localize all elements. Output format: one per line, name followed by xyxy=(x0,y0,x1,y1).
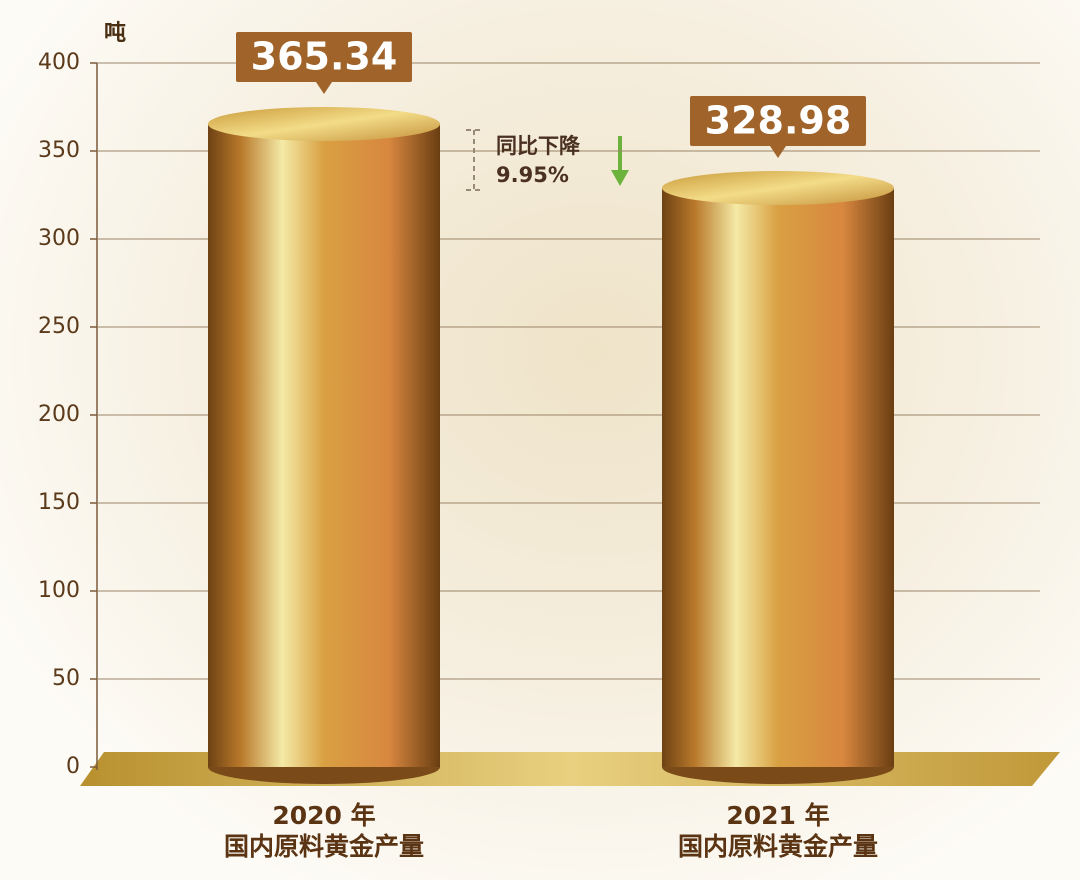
value-label-pointer xyxy=(770,145,786,158)
y-tick-label: 250 xyxy=(38,314,80,339)
y-tick-label: 150 xyxy=(38,490,80,515)
value-label-pointer xyxy=(316,82,332,95)
value-label-box xyxy=(236,32,412,83)
y-tick-label: 50 xyxy=(52,666,80,691)
y-tick-label: 300 xyxy=(38,226,80,251)
annotation: 同比下降 9.95% xyxy=(496,134,580,187)
cylinder-top xyxy=(662,170,894,205)
bar xyxy=(208,124,440,768)
value-label: 328.98 xyxy=(705,98,852,142)
y-tick-label: 200 xyxy=(38,402,80,427)
y-tick-label: 350 xyxy=(38,138,80,163)
y-axis-label: 吨 xyxy=(104,21,126,46)
y-tick-label: 400 xyxy=(38,50,80,75)
x-tick-label: 2021 年 国内原料黄金产量 xyxy=(677,801,878,861)
bar xyxy=(662,187,894,768)
value-label-box xyxy=(690,95,866,146)
cylinder-top xyxy=(208,107,440,142)
value-label: 365.34 xyxy=(251,35,398,79)
arrow xyxy=(611,136,629,186)
y-tick-label: 0 xyxy=(66,754,80,779)
x-tick-label: 2020 年 国内原料黄金产量 xyxy=(223,801,424,861)
bracket xyxy=(466,129,482,191)
y-tick-label: 100 xyxy=(38,578,80,603)
